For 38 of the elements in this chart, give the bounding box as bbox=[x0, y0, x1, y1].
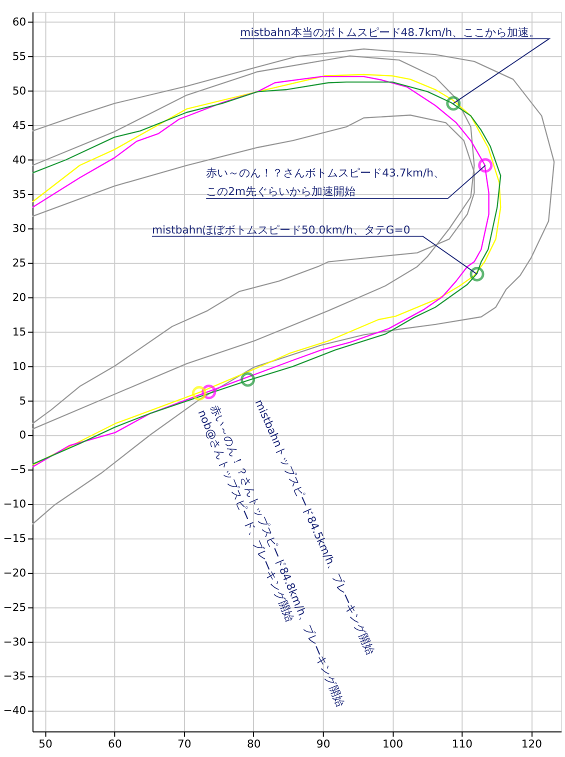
y-tick-label: −25 bbox=[3, 600, 26, 614]
y-tick-label: 60 bbox=[12, 16, 26, 29]
y-tick-label: 15 bbox=[12, 325, 26, 338]
point bbox=[470, 266, 484, 282]
annotation: mistbahn本当のボトムスピード48.7km/h、ここから加速。 bbox=[240, 26, 540, 39]
x-tick-label: 90 bbox=[316, 738, 330, 751]
y-tick-label: −15 bbox=[3, 532, 26, 546]
y-tick-label: 30 bbox=[12, 222, 26, 236]
y-tick-label: −35 bbox=[3, 670, 26, 683]
x-tick-label: 50 bbox=[38, 738, 52, 751]
y-tick-label: 55 bbox=[12, 50, 26, 64]
y-tick-label: −40 bbox=[3, 704, 26, 718]
y-tick-label: −10 bbox=[3, 498, 26, 511]
point bbox=[202, 384, 216, 400]
annotation: mistbahnほぼボトムスピード50.0km/h、タテG=0 bbox=[152, 223, 410, 236]
y-tick-label: −5 bbox=[10, 463, 26, 476]
y-tick-label: 5 bbox=[19, 394, 26, 408]
y-tick-label: 40 bbox=[12, 153, 26, 166]
point bbox=[240, 372, 256, 387]
y-tick-label: 35 bbox=[12, 188, 26, 201]
y-tick-label: 0 bbox=[19, 428, 26, 442]
x-tick-label: 110 bbox=[452, 738, 473, 751]
annotation: 赤い～のん！？さんボトムスピード43.7km/h、この2m先ぐらいから加速開始 bbox=[206, 166, 445, 198]
y-tick-label: −20 bbox=[3, 566, 26, 580]
point bbox=[446, 96, 461, 111]
y-tick-label: −30 bbox=[3, 635, 26, 648]
y-tick-label: 10 bbox=[12, 360, 26, 373]
x-tick-label: 70 bbox=[178, 738, 192, 751]
x-tick-label: 60 bbox=[108, 738, 122, 751]
point bbox=[478, 158, 493, 173]
x-tick-label: 100 bbox=[382, 738, 404, 751]
y-tick-label: 25 bbox=[12, 256, 26, 270]
point bbox=[192, 386, 206, 401]
y-tick-label: 45 bbox=[12, 118, 26, 132]
y-tick-label: 50 bbox=[12, 84, 26, 98]
x-tick-label: 80 bbox=[246, 738, 261, 751]
y-tick-label: 20 bbox=[12, 291, 26, 304]
x-tick-label: 120 bbox=[521, 738, 542, 751]
